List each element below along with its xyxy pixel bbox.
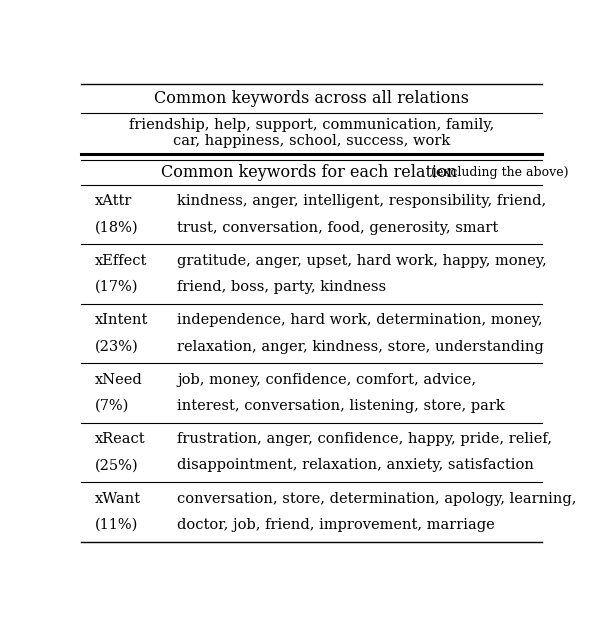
- Text: doctor, job, friend, improvement, marriage: doctor, job, friend, improvement, marria…: [178, 518, 495, 532]
- Text: (excluding the above): (excluding the above): [427, 166, 568, 179]
- Text: disappointment, relaxation, anxiety, satisfaction: disappointment, relaxation, anxiety, sat…: [178, 458, 534, 473]
- Text: friend, boss, party, kindness: friend, boss, party, kindness: [178, 280, 387, 294]
- Text: conversation, store, determination, apology, learning,: conversation, store, determination, apol…: [178, 492, 577, 506]
- Text: friendship, help, support, communication, family,: friendship, help, support, communication…: [129, 118, 494, 132]
- Text: kindness, anger, intelligent, responsibility, friend,: kindness, anger, intelligent, responsibi…: [178, 195, 547, 208]
- Text: Common keywords across all relations: Common keywords across all relations: [154, 90, 469, 107]
- Text: Common keywords for each relation: Common keywords for each relation: [161, 164, 457, 181]
- Text: job, money, confidence, comfort, advice,: job, money, confidence, comfort, advice,: [178, 373, 477, 387]
- Text: (18%): (18%): [95, 221, 139, 234]
- Text: (7%): (7%): [95, 399, 130, 413]
- Text: xEffect: xEffect: [95, 254, 147, 268]
- Text: interest, conversation, listening, store, park: interest, conversation, listening, store…: [178, 399, 505, 413]
- Text: xIntent: xIntent: [95, 313, 148, 327]
- Text: (25%): (25%): [95, 458, 139, 473]
- Text: xNeed: xNeed: [95, 373, 143, 387]
- Text: frustration, anger, confidence, happy, pride, relief,: frustration, anger, confidence, happy, p…: [178, 432, 552, 447]
- Text: relaxation, anger, kindness, store, understanding: relaxation, anger, kindness, store, unde…: [178, 340, 544, 353]
- Text: xWant: xWant: [95, 492, 141, 506]
- Text: independence, hard work, determination, money,: independence, hard work, determination, …: [178, 313, 543, 327]
- Text: trust, conversation, food, generosity, smart: trust, conversation, food, generosity, s…: [178, 221, 499, 234]
- Text: gratitude, anger, upset, hard work, happy, money,: gratitude, anger, upset, hard work, happ…: [178, 254, 547, 268]
- Text: xReact: xReact: [95, 432, 145, 447]
- Text: xAttr: xAttr: [95, 195, 132, 208]
- Text: (23%): (23%): [95, 340, 139, 353]
- Text: car, happiness, school, success, work: car, happiness, school, success, work: [173, 134, 451, 148]
- Text: (11%): (11%): [95, 518, 138, 532]
- Text: (17%): (17%): [95, 280, 139, 294]
